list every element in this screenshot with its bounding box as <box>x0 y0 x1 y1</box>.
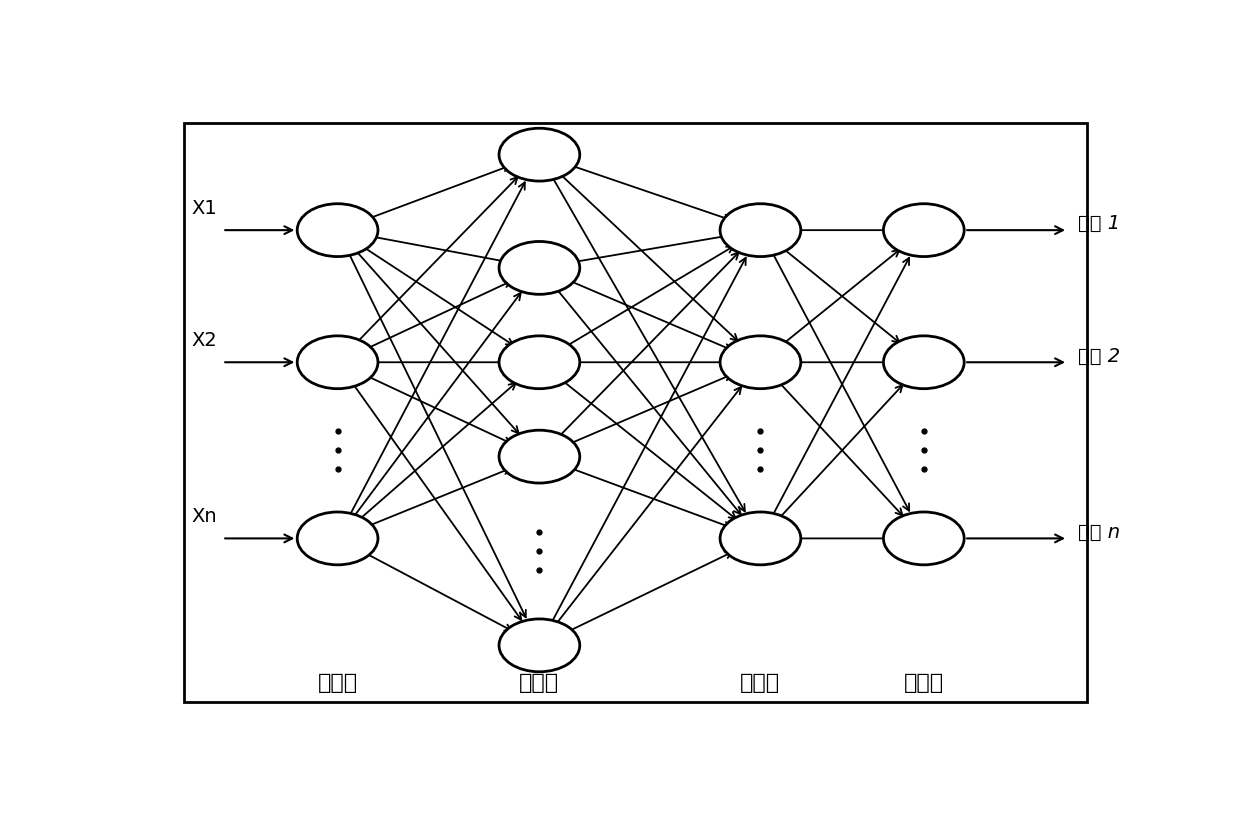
Circle shape <box>883 512 965 565</box>
Circle shape <box>720 336 801 389</box>
Text: 类别 1: 类别 1 <box>1078 214 1120 234</box>
Text: 类别 n: 类别 n <box>1078 523 1120 542</box>
Circle shape <box>298 512 378 565</box>
Circle shape <box>298 336 378 389</box>
Text: 输出层: 输出层 <box>904 673 944 693</box>
Text: X2: X2 <box>192 331 217 350</box>
Circle shape <box>720 512 801 565</box>
Circle shape <box>720 203 801 257</box>
Circle shape <box>883 203 965 257</box>
Text: 类别 2: 类别 2 <box>1078 346 1120 365</box>
Circle shape <box>498 128 580 181</box>
Text: Xn: Xn <box>192 507 217 526</box>
Text: 求和层: 求和层 <box>740 673 780 693</box>
Text: X1: X1 <box>192 199 217 217</box>
Circle shape <box>298 203 378 257</box>
Circle shape <box>498 242 580 294</box>
Circle shape <box>498 336 580 389</box>
FancyBboxPatch shape <box>184 123 1087 702</box>
Circle shape <box>498 431 580 483</box>
Circle shape <box>498 619 580 672</box>
Text: 模式层: 模式层 <box>520 673 559 693</box>
Text: 输入层: 输入层 <box>317 673 357 693</box>
Circle shape <box>883 336 965 389</box>
